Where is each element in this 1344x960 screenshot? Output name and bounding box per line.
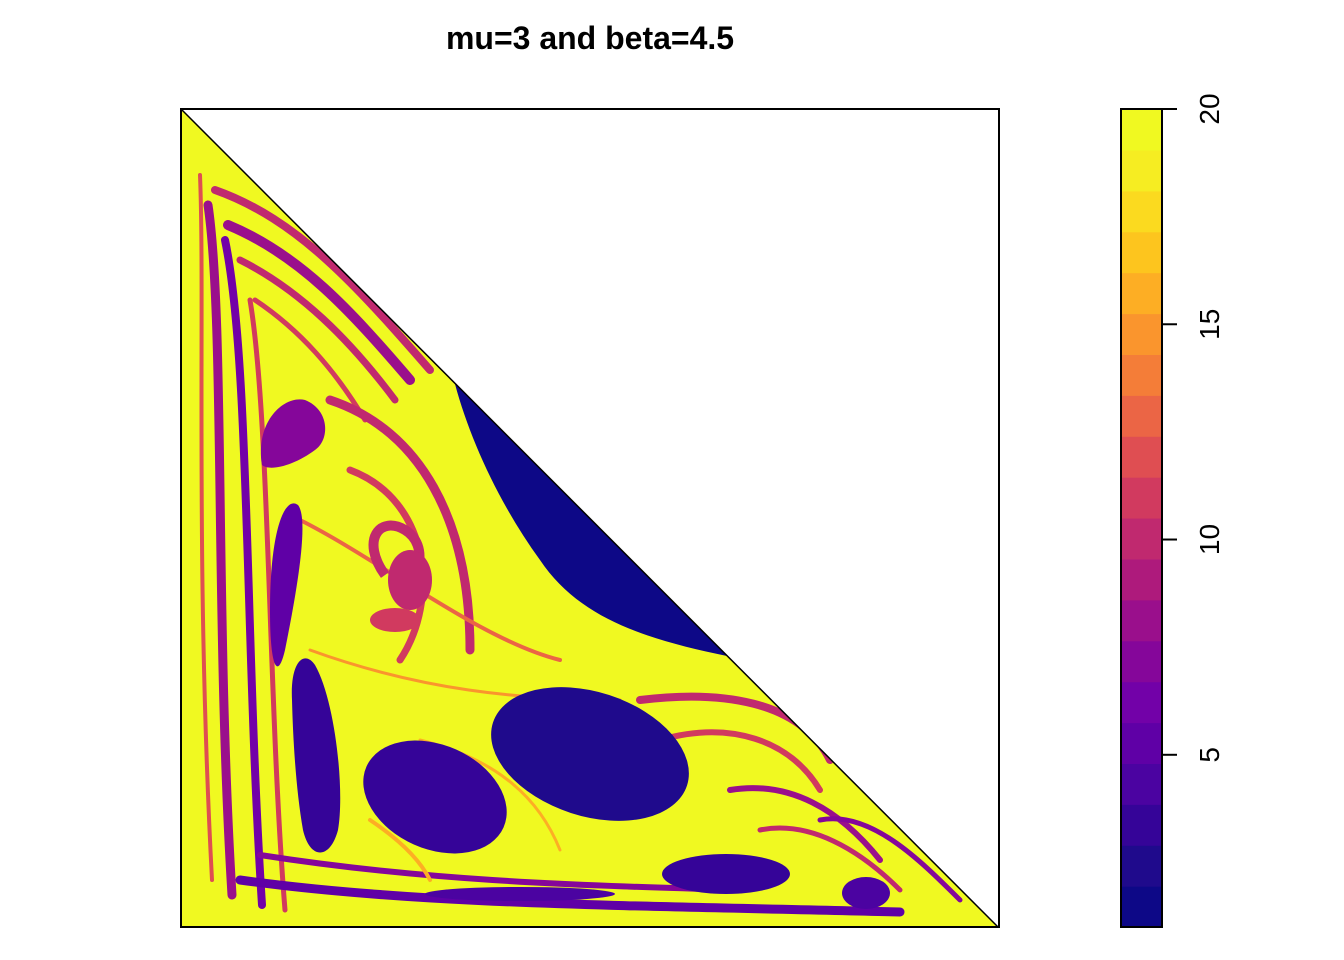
plot-frame (180, 108, 1000, 928)
colorbar-swatch-1 (1121, 886, 1162, 928)
colorbar-swatch-20 (1121, 109, 1162, 151)
swirl-band-16 (657, 729, 823, 793)
corner-ellipse (842, 877, 890, 909)
colorbar-swatch-8 (1121, 599, 1162, 642)
swirl-band-14 (257, 852, 743, 893)
colorbar-swatch-17 (1121, 231, 1162, 274)
central-ellipse (491, 687, 689, 821)
swirl-band-1 (198, 173, 214, 882)
upper-left-lobe (260, 399, 326, 468)
bottom-streak (425, 887, 615, 901)
colorbar-swatch-13 (1121, 395, 1162, 437)
swirl-band-18 (757, 825, 903, 893)
colorbar-tick-label-10: 10 (1194, 524, 1225, 555)
swirl-band-7 (236, 256, 399, 404)
colorbar-tick-label-15: 15 (1194, 309, 1225, 340)
colorbar-swatch-14 (1121, 354, 1162, 396)
colorbar-frame (1120, 108, 1163, 928)
chart-title: mu=3 and beta=4.5 (445, 20, 735, 56)
swirl-band-11 (298, 518, 562, 662)
colorbar: 5 10 15 20 (1120, 93, 1225, 928)
bottom-ellipse (662, 854, 790, 894)
lower-left-lobe (291, 658, 341, 853)
swirl-band-2 (203, 200, 237, 900)
colorbar-swatch-15 (1121, 313, 1162, 355)
swirl-band-17 (727, 785, 883, 863)
swirl-band-5 (211, 186, 434, 374)
swirl-band-9 (325, 395, 475, 655)
colorbar-tick-label-20: 20 (1194, 93, 1225, 124)
colorbar-swatch-18 (1121, 190, 1162, 233)
spiral-blob-lower (370, 608, 420, 632)
swirl-band-4 (247, 297, 288, 913)
colorbar-swatch-10 (1121, 518, 1162, 560)
swirl-band-19 (817, 816, 963, 903)
colorbar-swatch-5 (1121, 722, 1162, 764)
swirl-band-3 (221, 236, 266, 909)
colorbar-swatch-19 (1121, 149, 1162, 192)
spiral-blob (388, 550, 432, 610)
colorbar-tick-label-5: 5 (1194, 747, 1225, 763)
colorbar-swatch-3 (1121, 804, 1162, 846)
colorbar-swatch-11 (1121, 477, 1162, 519)
swirl-band-21 (368, 818, 432, 882)
colorbar-swatch-9 (1121, 558, 1162, 601)
colorbar-swatch-4 (1121, 763, 1162, 805)
swirl-band-13 (235, 875, 905, 917)
lower-left-ellipse (363, 740, 507, 854)
colorbar-swatch-6 (1121, 681, 1162, 724)
left-elongated-lobe (270, 503, 303, 667)
colorbar-swatch-7 (1121, 640, 1162, 683)
swirl-band-8 (252, 297, 368, 423)
colorbar-swatch-12 (1121, 436, 1162, 478)
swirl-band-6 (223, 220, 415, 385)
colorbar-swatch-2 (1121, 845, 1162, 887)
triangle-hypotenuse (181, 109, 999, 928)
colorbar-swatch-16 (1121, 272, 1162, 315)
